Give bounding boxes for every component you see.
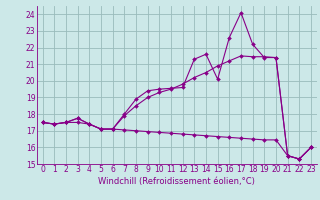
X-axis label: Windchill (Refroidissement éolien,°C): Windchill (Refroidissement éolien,°C) (98, 177, 255, 186)
